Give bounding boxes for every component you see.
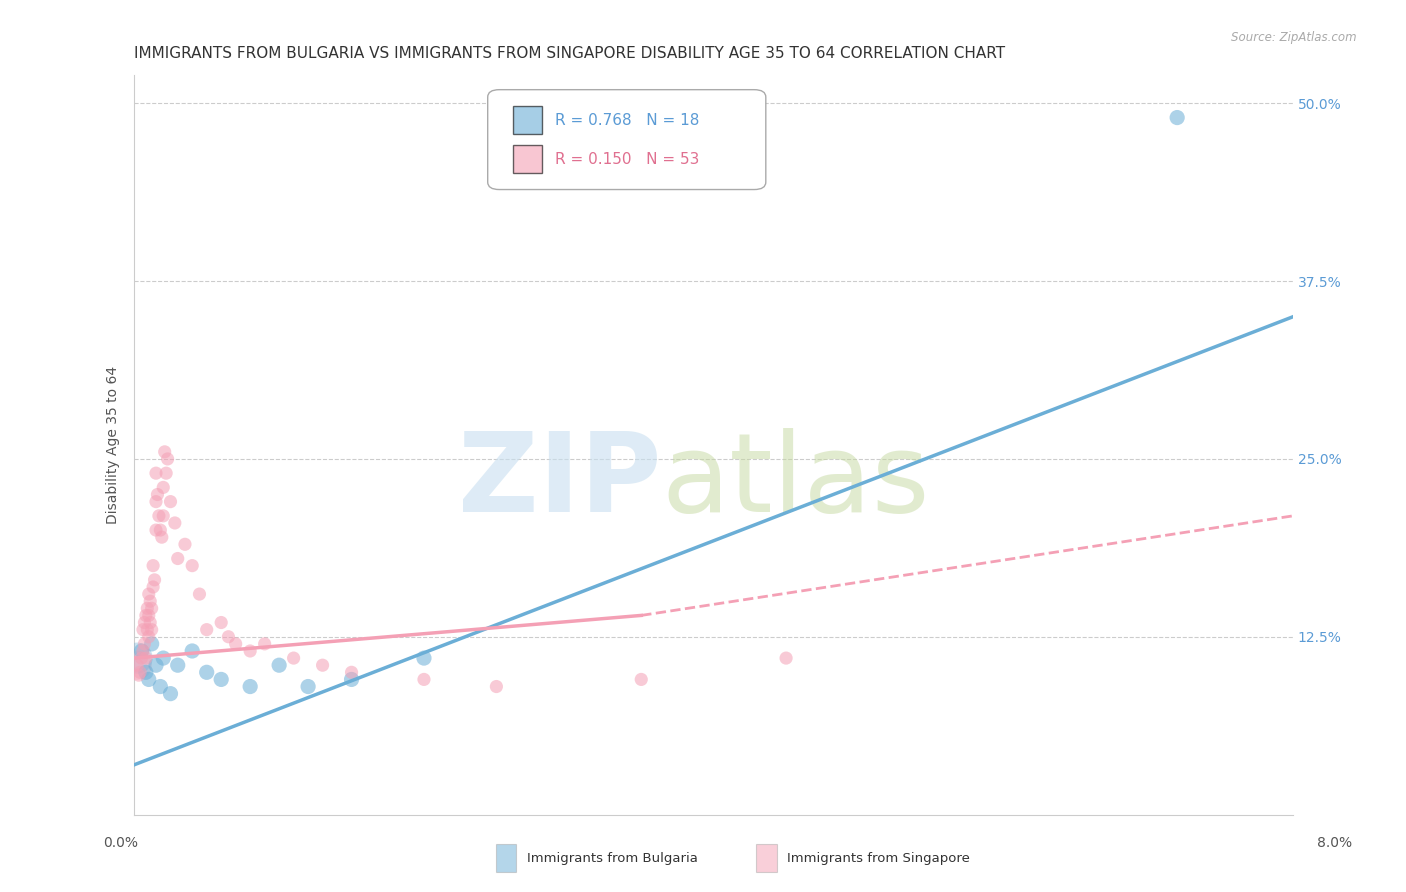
Point — [127, 658, 149, 673]
Point — [174, 537, 197, 551]
Point — [131, 644, 153, 658]
Point — [485, 680, 508, 694]
Text: 8.0%: 8.0% — [1317, 836, 1353, 850]
Point — [139, 594, 162, 608]
Point — [239, 644, 262, 658]
Point — [209, 673, 232, 687]
Point — [181, 558, 204, 573]
Point — [311, 658, 333, 673]
Point — [142, 580, 165, 594]
Point — [136, 623, 159, 637]
Point — [283, 651, 305, 665]
Point — [129, 665, 152, 680]
FancyBboxPatch shape — [513, 106, 543, 134]
Point — [145, 658, 167, 673]
Point — [139, 615, 162, 630]
Point — [253, 637, 276, 651]
Point — [135, 665, 157, 680]
Point — [145, 466, 167, 480]
Point — [136, 601, 159, 615]
Point — [149, 523, 172, 537]
Point — [150, 530, 173, 544]
Point — [413, 673, 436, 687]
Point — [269, 658, 291, 673]
Point — [181, 644, 204, 658]
Point — [225, 637, 247, 651]
Point — [146, 487, 169, 501]
Point — [153, 445, 176, 459]
Point — [134, 637, 156, 651]
Point — [188, 587, 211, 601]
Point — [138, 673, 160, 687]
Text: Immigrants from Bulgaria: Immigrants from Bulgaria — [527, 852, 699, 864]
Point — [217, 630, 239, 644]
Point — [145, 523, 167, 537]
Point — [775, 651, 797, 665]
Point — [148, 508, 170, 523]
Text: ZIP: ZIP — [458, 428, 661, 535]
Point — [209, 615, 232, 630]
Point — [195, 623, 218, 637]
Point — [131, 651, 153, 665]
Point — [297, 680, 319, 694]
Point — [340, 673, 363, 687]
Point — [156, 452, 179, 467]
Text: R = 0.150   N = 53: R = 0.150 N = 53 — [555, 152, 699, 167]
Point — [127, 651, 149, 665]
Point — [135, 651, 157, 665]
Point — [340, 665, 363, 680]
Point — [155, 466, 177, 480]
Point — [152, 508, 174, 523]
Point — [152, 651, 174, 665]
Point — [141, 623, 163, 637]
Point — [128, 668, 150, 682]
Point — [1166, 111, 1188, 125]
Point — [142, 558, 165, 573]
Point — [132, 644, 155, 658]
Point — [145, 494, 167, 508]
Point — [152, 480, 174, 494]
Point — [166, 658, 188, 673]
Point — [141, 637, 163, 651]
Text: 0.0%: 0.0% — [103, 836, 138, 850]
Point — [149, 680, 172, 694]
Point — [132, 623, 155, 637]
Point — [630, 673, 652, 687]
Point — [413, 651, 436, 665]
Text: atlas: atlas — [661, 428, 929, 535]
Point — [138, 608, 160, 623]
Text: Source: ZipAtlas.com: Source: ZipAtlas.com — [1232, 31, 1357, 45]
FancyBboxPatch shape — [513, 145, 543, 173]
Point — [166, 551, 188, 566]
Point — [163, 516, 186, 530]
Point — [159, 687, 181, 701]
Point — [134, 615, 156, 630]
Text: Immigrants from Singapore: Immigrants from Singapore — [787, 852, 970, 864]
Point — [138, 630, 160, 644]
Text: IMMIGRANTS FROM BULGARIA VS IMMIGRANTS FROM SINGAPORE DISABILITY AGE 35 TO 64 CO: IMMIGRANTS FROM BULGARIA VS IMMIGRANTS F… — [135, 46, 1005, 62]
Point — [159, 494, 181, 508]
Point — [141, 601, 163, 615]
FancyBboxPatch shape — [488, 90, 766, 189]
Point — [143, 573, 166, 587]
Text: R = 0.768   N = 18: R = 0.768 N = 18 — [555, 112, 699, 128]
Point — [239, 680, 262, 694]
Point — [138, 587, 160, 601]
Point — [127, 658, 149, 673]
Point — [135, 608, 157, 623]
Point — [195, 665, 218, 680]
Y-axis label: Disability Age 35 to 64: Disability Age 35 to 64 — [107, 366, 121, 524]
